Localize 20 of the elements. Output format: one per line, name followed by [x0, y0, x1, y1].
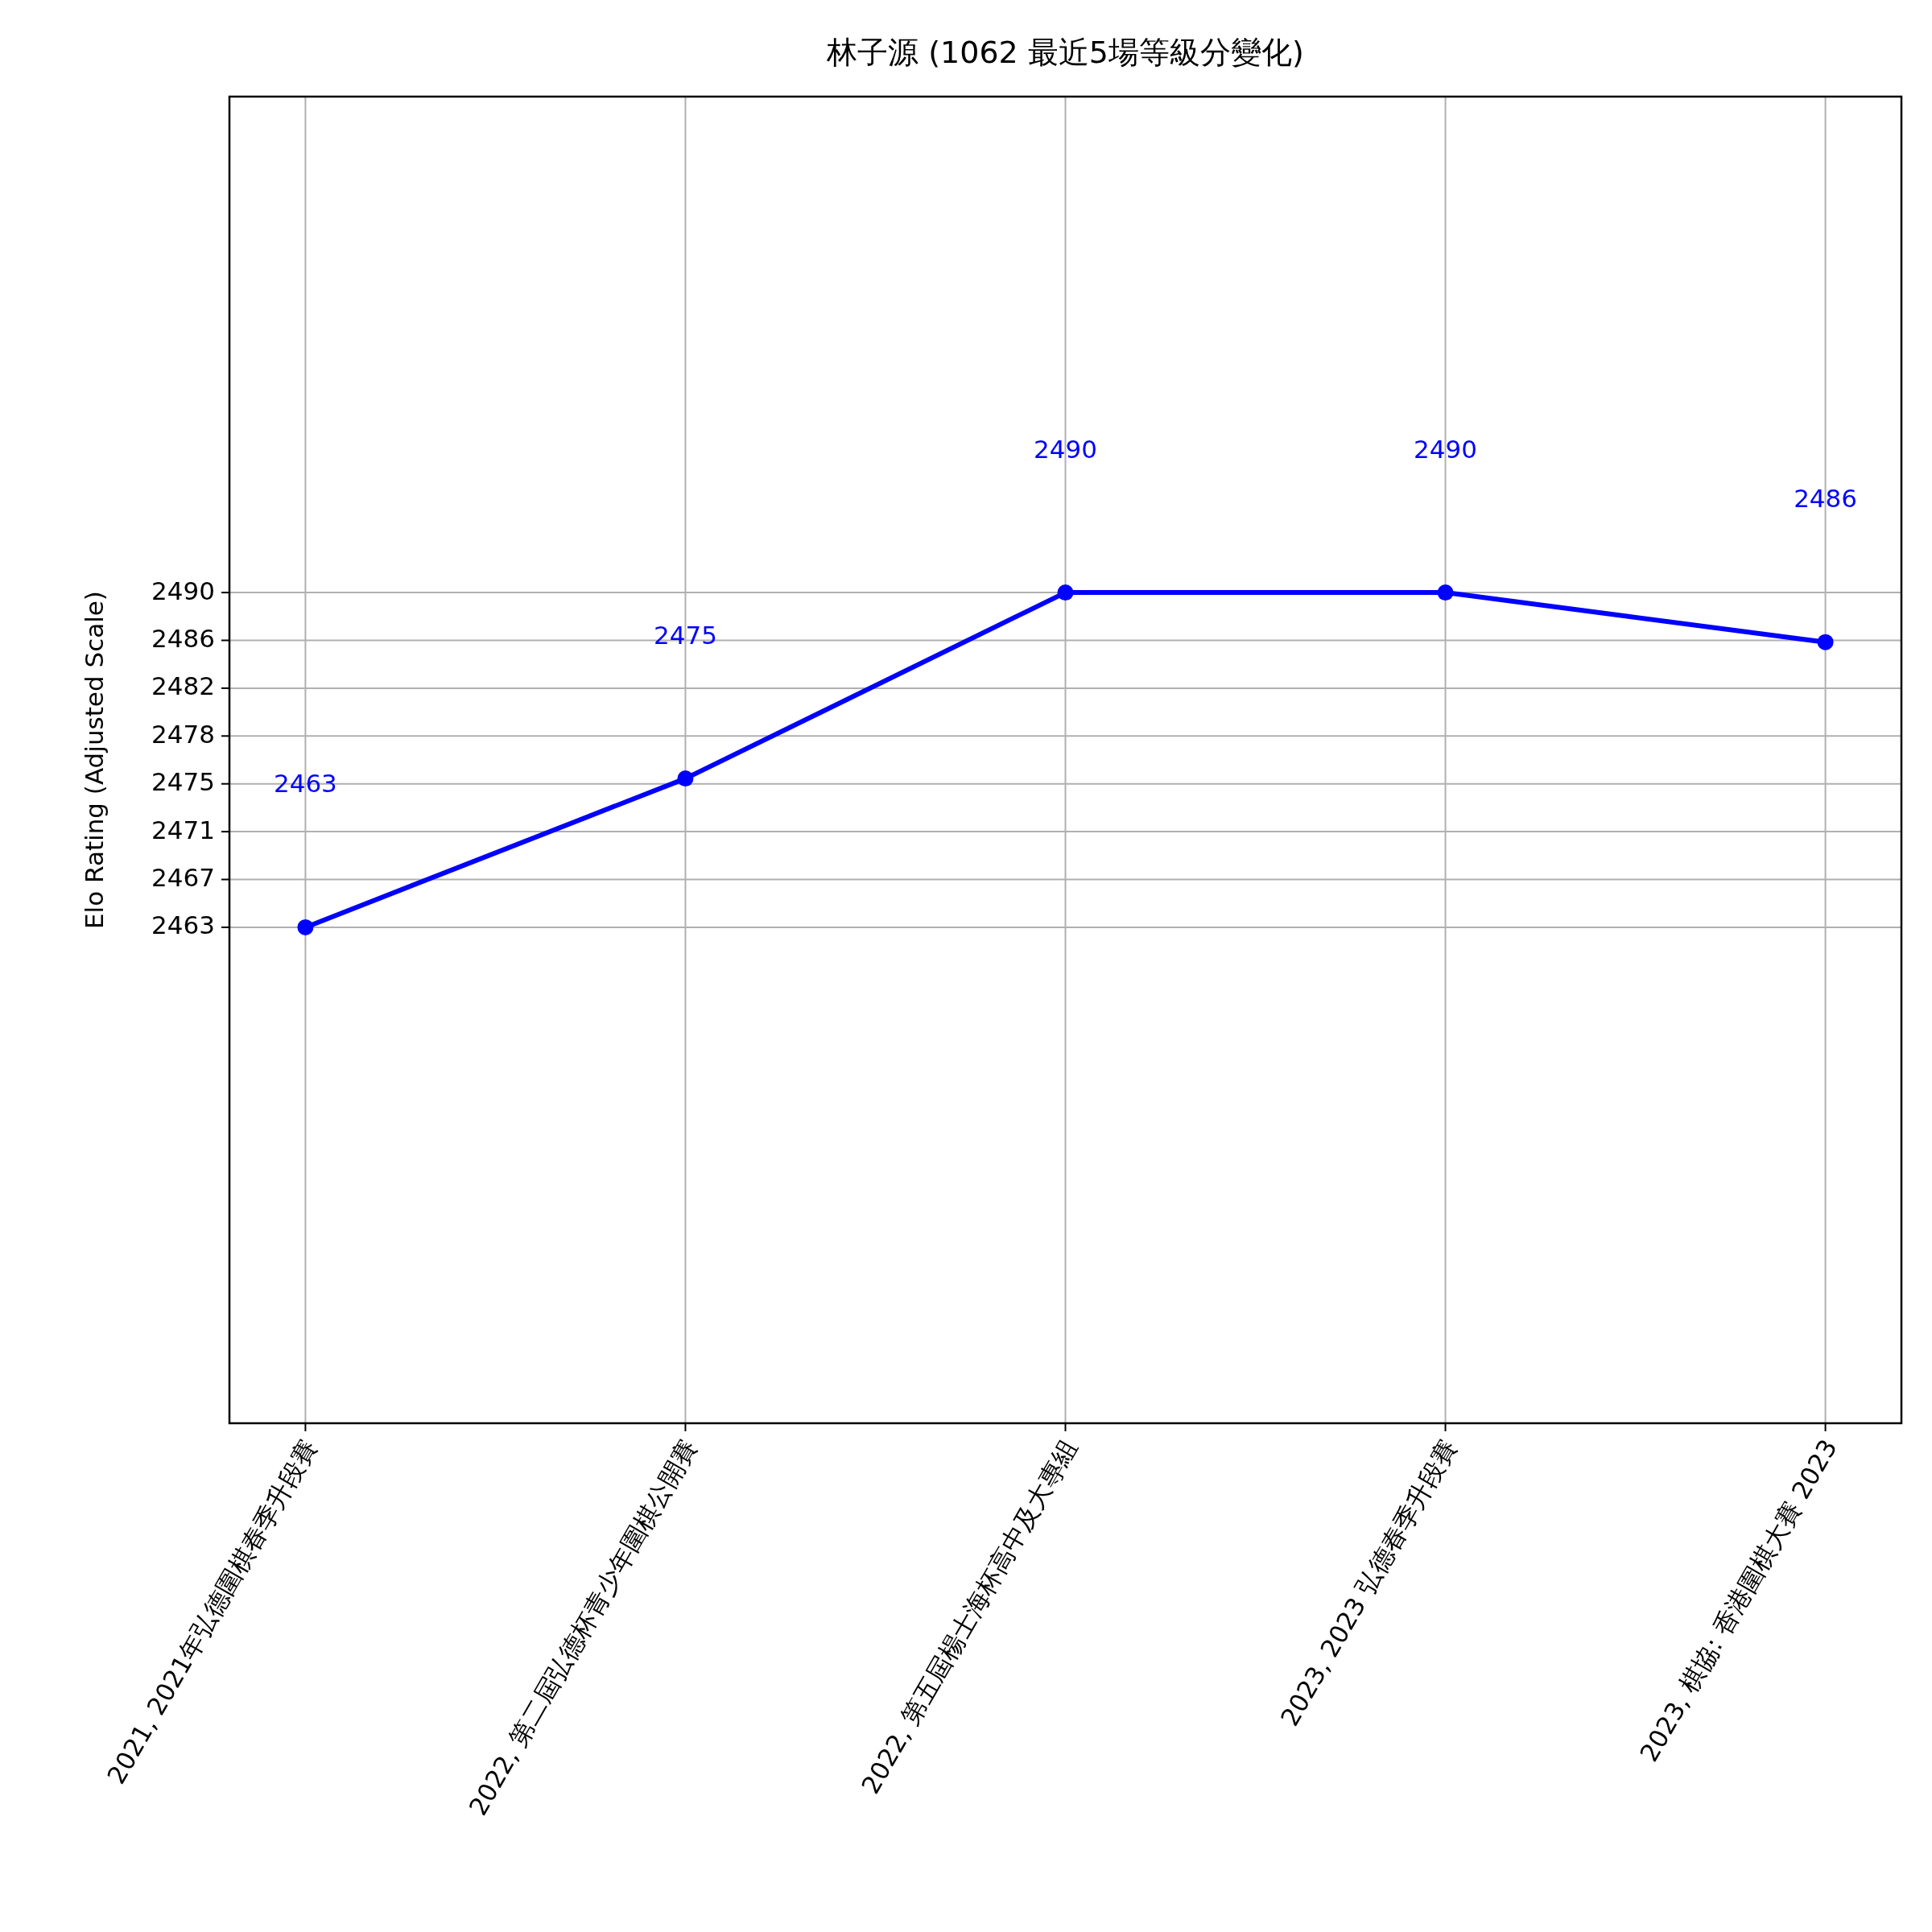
- y-tick-label: 2467: [151, 863, 215, 893]
- annotation: 2490: [1034, 434, 1097, 464]
- y-axis-title: Elo Rating (Adjusted Scale): [80, 591, 109, 929]
- annotation: 2490: [1414, 434, 1477, 464]
- annotation: 2486: [1794, 484, 1858, 514]
- y-tick-label: 2490: [151, 576, 215, 605]
- y-tick-label: 2482: [151, 671, 215, 701]
- point: [1437, 584, 1454, 601]
- y-tick-label: 2471: [151, 815, 215, 844]
- y-tick-label: 2478: [151, 719, 215, 749]
- annotation: 2463: [273, 769, 337, 799]
- y-tick-label: 2463: [151, 910, 215, 940]
- point: [297, 919, 314, 935]
- annotation: 2475: [654, 620, 717, 650]
- chart-title: 林子源 (1062 最近5場等級分變化): [826, 35, 1304, 70]
- point: [1057, 584, 1074, 601]
- y-tick-label: 2486: [151, 623, 215, 653]
- point: [677, 770, 694, 787]
- y-tick-label: 2475: [151, 767, 215, 797]
- point: [1817, 634, 1834, 650]
